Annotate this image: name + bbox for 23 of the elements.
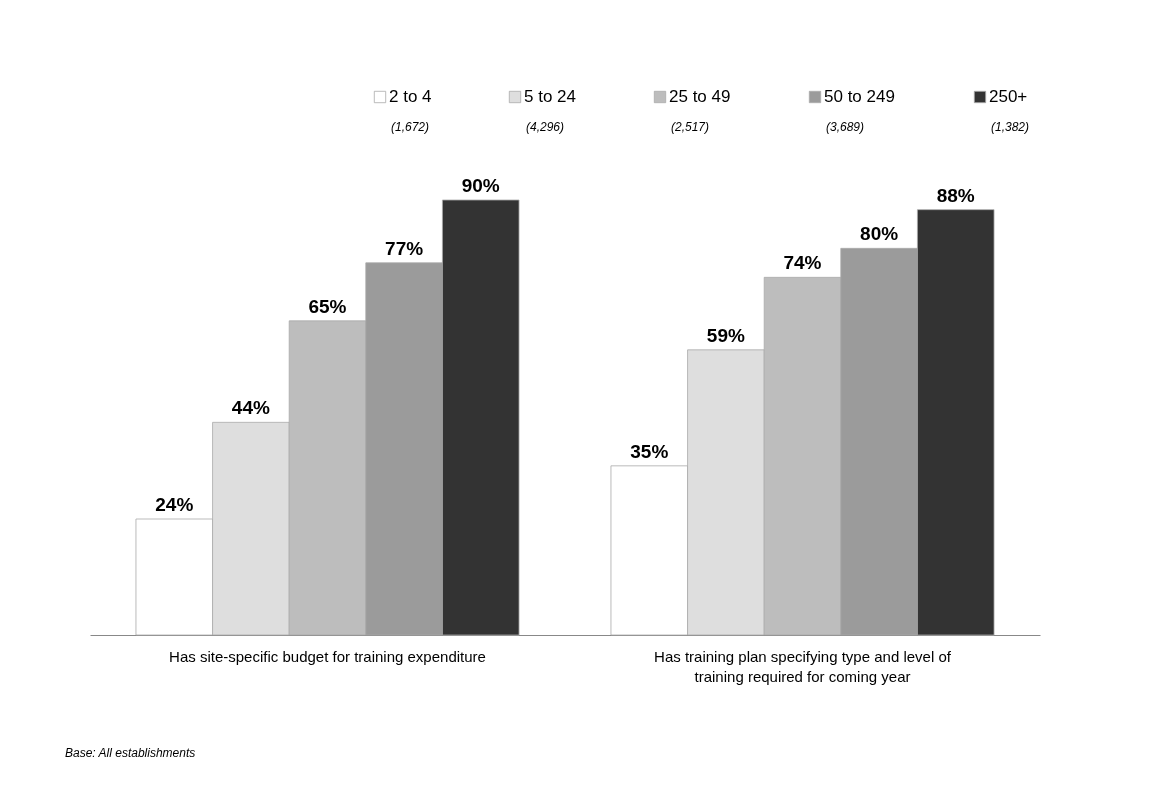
- text: (1,382): [990, 120, 1030, 134]
- data-label: 80%: [860, 223, 899, 245]
- legend-label: 50 to 249: [824, 87, 895, 106]
- text: (2,517): [670, 120, 710, 134]
- legend-label: 250+: [989, 87, 1028, 106]
- legend-label: 5 to 24: [524, 87, 576, 106]
- text: (3,689): [825, 120, 865, 134]
- legend-label: 25 to 49: [669, 87, 731, 106]
- data-label: 88%: [936, 184, 975, 206]
- data-label: 44%: [231, 397, 271, 419]
- text: Base: All establishments: [65, 746, 196, 760]
- data-label: 74%: [783, 252, 822, 274]
- data-label: 77%: [385, 237, 424, 259]
- data-label: 24%: [155, 494, 194, 515]
- data-label: 59%: [706, 324, 746, 346]
- x-tick-label: Has site-specific budget for training expenditure: [169, 647, 486, 665]
- data-label: 65%: [308, 295, 347, 317]
- x-tick-label: Has training plan specifying type and level of training required for coming year: [654, 647, 952, 685]
- legend-label: 2 to 4: [389, 87, 432, 106]
- data-label: 90%: [461, 175, 500, 196]
- text: (4,296): [525, 120, 565, 134]
- text: (1,672): [390, 120, 430, 134]
- data-label: 35%: [630, 440, 669, 462]
